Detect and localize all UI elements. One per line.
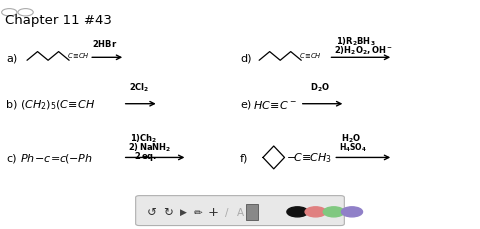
- Text: $(CH_2)_5(C\!\equiv\!CH$: $(CH_2)_5(C\!\equiv\!CH$: [20, 98, 95, 111]
- Text: +: +: [207, 205, 218, 218]
- FancyBboxPatch shape: [136, 196, 344, 226]
- Text: $\mathbf{1)R_2BH_3}$: $\mathbf{1)R_2BH_3}$: [336, 35, 375, 47]
- Text: $\mathbf{2\,eq.}$: $\mathbf{2\,eq.}$: [134, 149, 157, 162]
- Text: f): f): [240, 153, 248, 163]
- Text: $HC\!\equiv\!C^-$: $HC\!\equiv\!C^-$: [253, 98, 297, 110]
- Circle shape: [287, 207, 308, 217]
- Text: $\mathbf{H_2O}$: $\mathbf{H_2O}$: [340, 132, 360, 144]
- Text: d): d): [240, 53, 252, 63]
- Text: ↻: ↻: [163, 205, 173, 218]
- Text: c): c): [6, 153, 17, 163]
- Text: a): a): [6, 53, 18, 63]
- Circle shape: [341, 207, 362, 217]
- Text: $\mathbf{2)\,NaNH_2}$: $\mathbf{2)\,NaNH_2}$: [128, 141, 171, 153]
- Text: e): e): [240, 99, 251, 109]
- Text: $^{C\!\equiv\!CH}$: $^{C\!\equiv\!CH}$: [299, 53, 322, 63]
- Text: b): b): [6, 99, 18, 109]
- Text: ↺: ↺: [146, 205, 156, 218]
- Text: A: A: [237, 207, 243, 217]
- Circle shape: [323, 207, 344, 217]
- Text: $\mathbf{1)Ch_2}$: $\mathbf{1)Ch_2}$: [130, 132, 157, 144]
- Text: ✏: ✏: [194, 207, 203, 217]
- Text: /: /: [225, 207, 228, 217]
- Text: $\mathbf{H_4SO_4}$: $\mathbf{H_4SO_4}$: [339, 141, 367, 154]
- Text: ▶: ▶: [180, 207, 187, 216]
- Text: $\mathbf{D_2O}$: $\mathbf{D_2O}$: [311, 81, 330, 94]
- Text: $\mathbf{2)H_2O_2,OH^-}$: $\mathbf{2)H_2O_2,OH^-}$: [334, 44, 394, 57]
- Text: $\mathbf{2Cl_2}$: $\mathbf{2Cl_2}$: [129, 81, 150, 94]
- Text: $\mathbf{2HBr}$: $\mathbf{2HBr}$: [92, 38, 118, 49]
- Circle shape: [305, 207, 326, 217]
- FancyBboxPatch shape: [246, 204, 258, 220]
- Text: $^{C\!\equiv\!CH}$: $^{C\!\equiv\!CH}$: [67, 53, 89, 63]
- Text: $-\!C\!\equiv\!\!CH_3$: $-\!C\!\equiv\!\!CH_3$: [287, 151, 332, 165]
- Text: Chapter 11 #43: Chapter 11 #43: [5, 14, 112, 27]
- Text: $Ph\!-\!c\!=\!c\!(-Ph$: $Ph\!-\!c\!=\!c\!(-Ph$: [20, 151, 93, 164]
